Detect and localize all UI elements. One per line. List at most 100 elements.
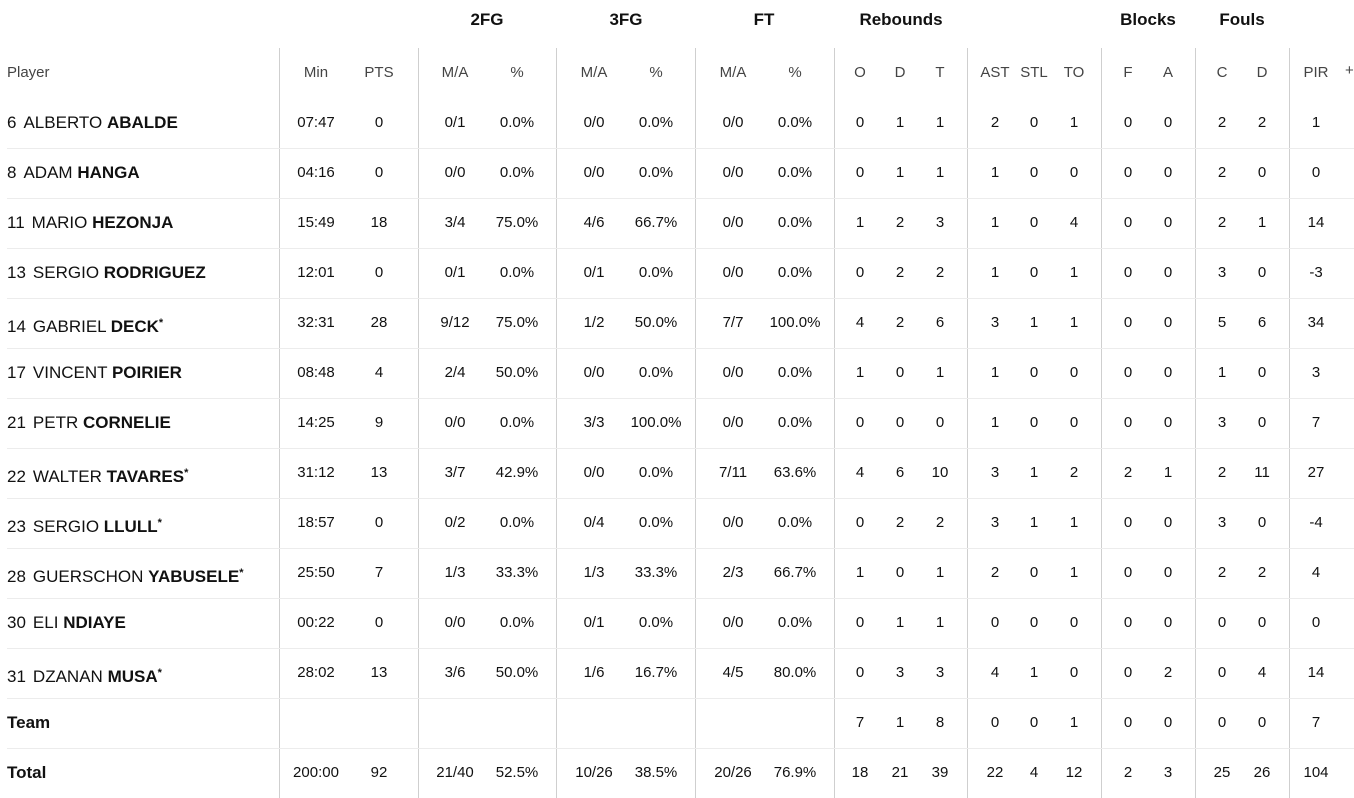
player-name[interactable]: 28 GUERSCHON YABUSELE* [7,548,243,598]
stat-ast: 2 [990,564,1000,581]
player-last-name: CORNELIE [83,413,171,432]
header-ast[interactable]: AST [980,64,1010,81]
stat-2fg-pct: 0.0% [499,164,535,181]
player-row[interactable]: 17 VINCENT POIRIER 08:48 4 2/4 50.0% 0/0 0.0% 0/… [0,348,1354,398]
player-row[interactable]: 31 DZANAN MUSA* 28:02 13 3/6 50.0% 1/6 16.7% 4/5… [0,648,1354,698]
stat-reb-t: 3 [935,664,945,681]
stat-min: 00:22 [297,614,335,631]
starter-marker: * [158,317,164,329]
player-last-name: YABUSELE [148,567,240,586]
stat-3fg-ma: 1/3 [583,564,605,581]
header-pts[interactable]: PTS [364,64,394,81]
player-name[interactable]: 14 GABRIEL DECK* [7,298,163,348]
starter-marker: * [157,667,162,679]
stat-ft-ma: 0/0 [722,214,744,231]
player-number: 8 [7,163,17,182]
stat-blk-a: 0 [1163,364,1173,381]
player-number: 28 [7,567,26,586]
stat-blk-f: 0 [1123,164,1133,181]
player-row[interactable]: 28 GUERSCHON YABUSELE* 25:50 7 1/3 33.3% 1/3 33… [0,548,1354,598]
stat-3fg-pct: 16.7% [634,664,678,681]
player-name[interactable]: 13 SERGIO RODRIGUEZ [7,248,206,298]
player-name[interactable]: 31 DZANAN MUSA* [7,648,162,698]
header-3fg-ma[interactable]: M/A [580,64,608,81]
column-divider [279,48,280,798]
header-3fg-pct[interactable]: % [649,64,663,81]
player-name[interactable]: 23 SERGIO LLULL* [7,498,162,548]
header-2fg-pct[interactable]: % [510,64,524,81]
stat-ft-pct: 0.0% [777,514,813,531]
player-name[interactable]: 30 ELI NDIAYE [7,598,126,648]
header-reb-d[interactable]: D [894,64,906,81]
header-blk-f[interactable]: F [1123,64,1133,81]
stat-2fg-pct: 50.0% [495,664,539,681]
stat-3fg-pct: 100.0% [630,414,682,431]
player-row[interactable]: 8 ADAM HANGA 04:16 0 0/0 0.0% 0/0 0.0% 0/0 0.0% 0 1… [0,148,1354,198]
stat-foul-d: 1 [1257,214,1267,231]
player-name[interactable]: 6 ALBERTO ABALDE [7,98,178,148]
player-row[interactable]: 6 ALBERTO ABALDE 07:47 0 0/1 0.0% 0/0 0.0% 0/0 0.… [0,98,1354,148]
stat-2fg-pct: 0.0% [499,614,535,631]
stat-reb-d: 0 [895,564,905,581]
stat-stl: 1 [1029,464,1039,481]
header-player[interactable]: Player [7,64,50,81]
header-reb-t[interactable]: T [935,64,945,81]
row-divider [7,248,1354,249]
header-min[interactable]: Min [303,64,329,81]
stat-ft-ma: 7/7 [722,314,744,331]
stat-reb-t: 1 [935,364,945,381]
stat-blk-f: 2 [1123,764,1133,781]
stat-3fg-pct: 0.0% [638,514,674,531]
stat-pir: -3 [1309,264,1323,281]
player-row[interactable]: 11 MARIO HEZONJA 15:49 18 3/4 75.0% 4/6 66.7% 0/… [0,198,1354,248]
player-row[interactable]: 14 GABRIEL DECK* 32:31 28 9/12 75.0% 1/2 50.0% 7… [0,298,1354,348]
player-name[interactable]: 17 VINCENT POIRIER [7,348,182,398]
stat-pts: 4 [374,364,384,381]
stat-ft-ma: 20/26 [714,764,752,781]
header-ft-ma[interactable]: M/A [719,64,747,81]
stat-min: 12:01 [297,264,335,281]
header-blk-a[interactable]: A [1162,64,1174,81]
stat-stl: 0 [1029,264,1039,281]
header-2fg-ma[interactable]: M/A [441,64,469,81]
header-to[interactable]: TO [1063,64,1085,81]
group-header-ft: FT [753,10,775,29]
stat-pts: 18 [370,214,388,231]
stat-3fg-ma: 10/26 [575,764,613,781]
group-header-2fg: 2FG [470,10,504,29]
stat-ast: 1 [990,214,1000,231]
stat-2fg-ma: 9/12 [440,314,470,331]
stat-reb-t: 1 [935,564,945,581]
header-reb-o[interactable]: O [854,64,866,81]
header-ft-pct[interactable]: % [788,64,802,81]
player-row[interactable]: 13 SERGIO RODRIGUEZ 12:01 0 0/1 0.0% 0/1 0.0% 0/… [0,248,1354,298]
player-row[interactable]: 23 SERGIO LLULL* 18:57 0 0/2 0.0% 0/4 0.0% 0/0 0.… [0,498,1354,548]
player-row[interactable]: 30 ELI NDIAYE 00:22 0 0/0 0.0% 0/1 0.0% 0/0 0.0% 0… [0,598,1354,648]
stat-reb-d: 1 [895,114,905,131]
stat-blk-a: 0 [1163,564,1173,581]
header-foul-d[interactable]: D [1256,64,1268,81]
stat-blk-f: 0 [1123,514,1133,531]
player-name[interactable]: 22 WALTER TAVARES* [7,448,188,498]
stat-ft-ma: 0/0 [722,264,744,281]
row-divider [7,298,1354,299]
player-name[interactable]: 11 MARIO HEZONJA [7,198,173,248]
player-name[interactable]: 8 ADAM HANGA [7,148,140,198]
expand-columns-button[interactable]: + [1345,62,1354,79]
stat-foul-d: 6 [1257,314,1267,331]
player-first-name: DZANAN [32,667,103,686]
stat-reb-o: 0 [855,614,865,631]
stat-blk-a: 1 [1163,464,1173,481]
header-stl[interactable]: STL [1020,64,1048,81]
stat-to: 0 [1069,364,1079,381]
stat-pts: 13 [370,464,388,481]
stat-ft-pct: 0.0% [777,114,813,131]
header-pir[interactable]: PIR [1303,64,1329,81]
stat-ft-pct: 80.0% [773,664,817,681]
header-foul-c[interactable]: C [1216,64,1228,81]
row-divider [7,448,1354,449]
stat-3fg-ma: 0/0 [583,364,605,381]
player-name[interactable]: 21 PETR CORNELIE [7,398,171,448]
player-row[interactable]: 21 PETR CORNELIE 14:25 9 0/0 0.0% 3/3 100.0% 0/0… [0,398,1354,448]
player-row[interactable]: 22 WALTER TAVARES* 31:12 13 3/7 42.9% 0/0 0.0% 7… [0,448,1354,498]
